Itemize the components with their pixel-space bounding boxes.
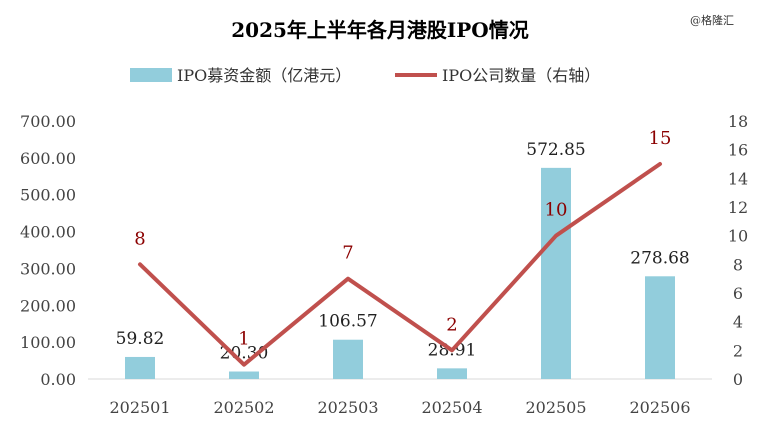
left-tick-label: 400.00 bbox=[20, 223, 76, 242]
bar bbox=[229, 371, 259, 379]
bar bbox=[333, 339, 363, 379]
right-tick-label: 2 bbox=[733, 341, 743, 360]
legend-bar-label: IPO募资金额（亿港元） bbox=[177, 66, 351, 85]
bar-series bbox=[125, 167, 675, 379]
right-tick-label: 0 bbox=[733, 370, 743, 389]
bar-value-label: 572.85 bbox=[526, 140, 585, 160]
line-value-label: 15 bbox=[649, 128, 672, 149]
left-tick-label: 0.00 bbox=[40, 370, 76, 389]
x-tick-label: 202502 bbox=[213, 398, 274, 417]
line-value-label: 10 bbox=[545, 200, 568, 221]
bar-value-label: 59.82 bbox=[116, 329, 165, 349]
right-tick-label: 14 bbox=[728, 169, 748, 188]
right-tick-label: 8 bbox=[733, 255, 743, 274]
right-tick-label: 18 bbox=[728, 112, 748, 131]
chart-title: 2025年上半年各月港股IPO情况 bbox=[231, 18, 528, 42]
bar bbox=[125, 356, 155, 379]
left-tick-label: 500.00 bbox=[20, 186, 76, 205]
x-tick-label: 202505 bbox=[525, 398, 586, 417]
x-axis-ticks: 202501 202502 202503 202504 202505 202506 bbox=[109, 398, 690, 417]
right-tick-label: 12 bbox=[728, 198, 748, 217]
line-value-label: 1 bbox=[238, 329, 249, 350]
x-tick-label: 202501 bbox=[109, 398, 170, 417]
left-tick-label: 700.00 bbox=[20, 112, 76, 131]
line-value-labels: 8 1 7 2 10 15 bbox=[134, 128, 671, 350]
left-tick-label: 300.00 bbox=[20, 259, 76, 278]
watermark-text: @格隆汇 bbox=[690, 13, 734, 27]
line-series bbox=[138, 162, 662, 367]
left-tick-label: 600.00 bbox=[20, 149, 76, 168]
legend-bar-swatch bbox=[130, 68, 172, 82]
line-value-label: 8 bbox=[134, 228, 145, 249]
right-tick-label: 4 bbox=[733, 313, 743, 332]
left-axis-ticks: 0.00 100.00 200.00 300.00 400.00 500.00 600.00… bbox=[20, 112, 76, 389]
series-line bbox=[138, 162, 662, 367]
right-tick-label: 6 bbox=[733, 284, 743, 303]
bar-value-label: 278.68 bbox=[630, 248, 689, 268]
legend-line-label: IPO公司数量（右轴） bbox=[442, 66, 600, 85]
bar bbox=[645, 276, 675, 379]
line-value-label: 7 bbox=[342, 243, 353, 264]
x-tick-label: 202504 bbox=[421, 398, 482, 417]
left-tick-label: 200.00 bbox=[20, 296, 76, 315]
bar-value-label: 20.30 bbox=[220, 344, 269, 364]
bar bbox=[437, 368, 467, 379]
bar-value-label: 106.57 bbox=[318, 312, 377, 332]
x-tick-label: 202503 bbox=[317, 398, 378, 417]
x-tick-label: 202506 bbox=[629, 398, 690, 417]
right-axis-ticks: 0 2 4 6 8 10 12 14 16 18 bbox=[728, 112, 748, 389]
right-tick-label: 16 bbox=[728, 141, 748, 160]
bar bbox=[541, 167, 571, 379]
right-tick-label: 10 bbox=[728, 227, 748, 246]
legend: IPO募资金额（亿港元） IPO公司数量（右轴） bbox=[130, 66, 600, 85]
line-value-label: 2 bbox=[446, 314, 457, 335]
left-tick-label: 100.00 bbox=[20, 333, 76, 352]
